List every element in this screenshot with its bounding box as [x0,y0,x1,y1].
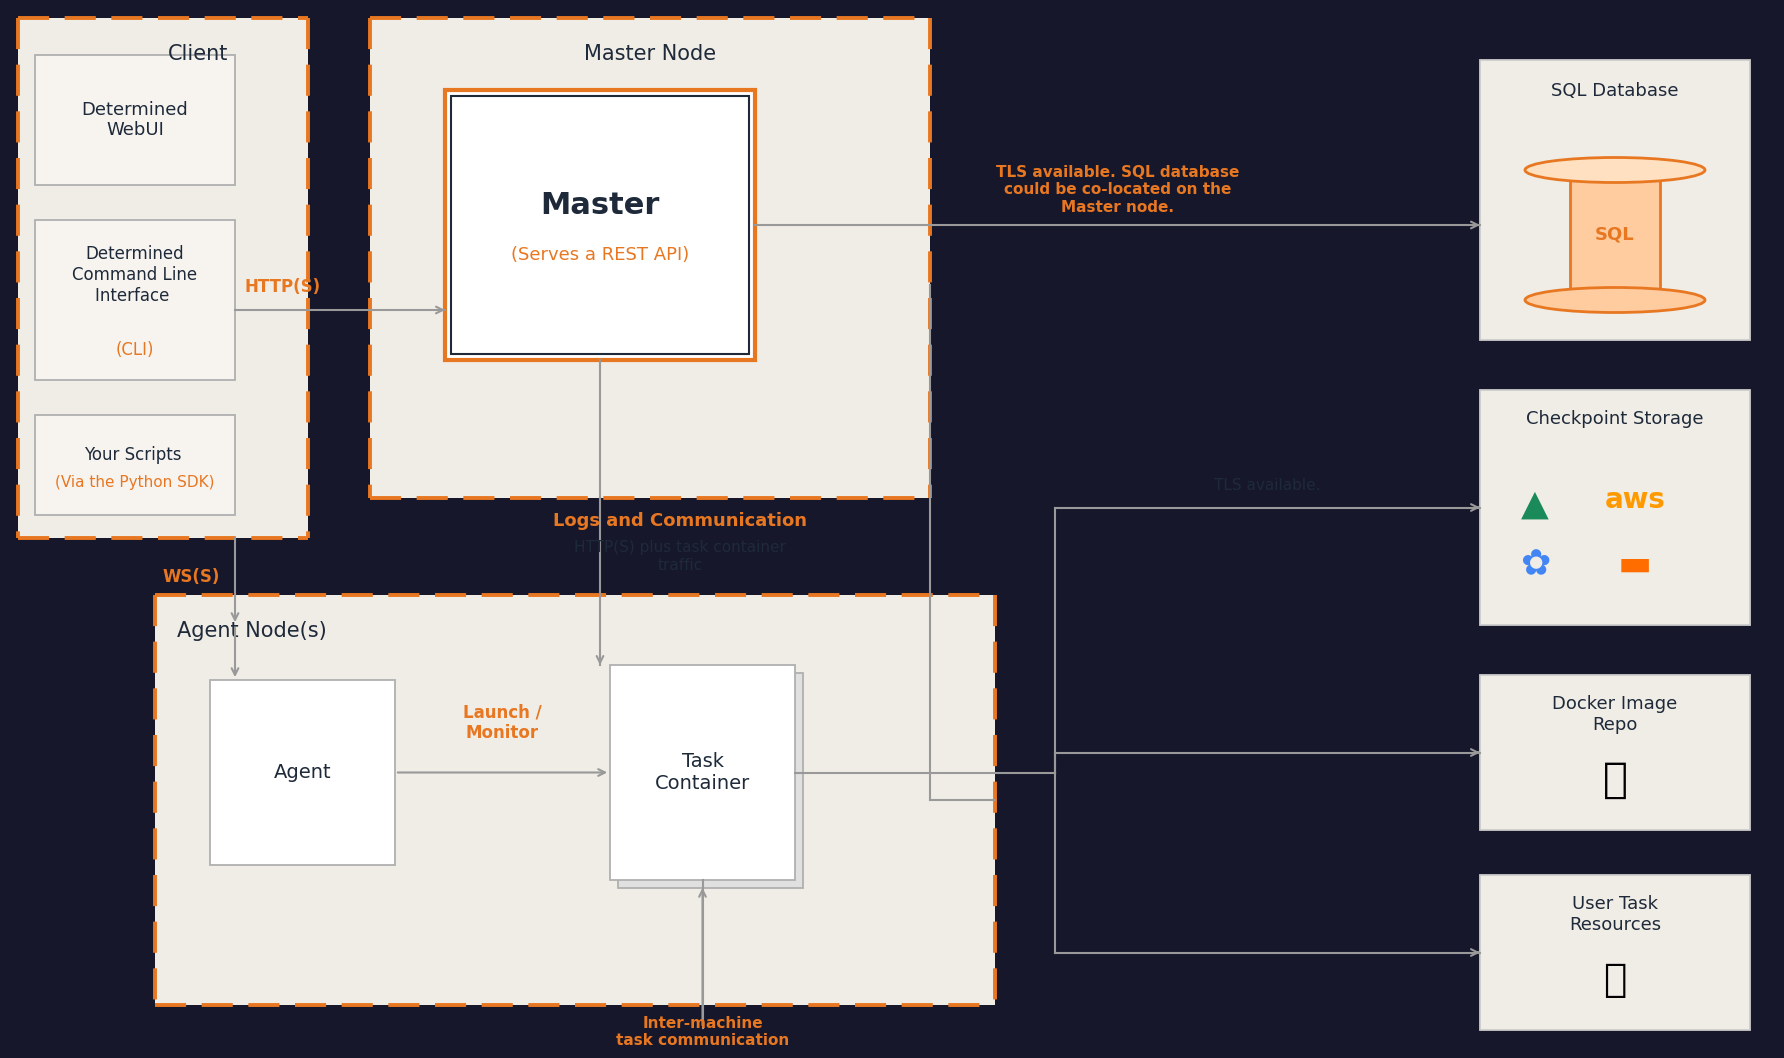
Text: 🐳: 🐳 [1602,759,1627,801]
Bar [211,680,394,865]
Text: HTTP(S): HTTP(S) [244,278,321,296]
Text: Agent Node(s): Agent Node(s) [177,621,326,641]
Text: User Task
Resources: User Task Resources [1568,895,1661,934]
Text: (Serves a REST API): (Serves a REST API) [510,247,689,264]
Text: Master Node: Master Node [583,44,715,63]
Bar [36,55,235,185]
Ellipse shape [1525,288,1706,312]
Bar [36,415,235,515]
Text: Checkpoint Storage: Checkpoint Storage [1527,411,1704,428]
Text: 🐍: 🐍 [1604,961,1627,999]
Text: (Via the Python SDK): (Via the Python SDK) [55,475,214,491]
Bar [36,220,235,380]
Bar [617,673,803,888]
Text: Inter-machine
task communication: Inter-machine task communication [615,1016,789,1048]
Bar [18,18,309,539]
Text: SQL Database: SQL Database [1552,83,1679,101]
Bar [1481,390,1750,625]
Text: Docker Image
Repo: Docker Image Repo [1552,695,1677,734]
Ellipse shape [1525,158,1706,182]
Text: ▬: ▬ [1618,548,1652,582]
Text: SQL: SQL [1595,226,1634,244]
Text: Logs and Communication: Logs and Communication [553,512,806,530]
Text: ✿: ✿ [1520,548,1550,582]
Text: HTTP(S) plus task container
traffic: HTTP(S) plus task container traffic [574,541,787,572]
Bar [610,665,796,880]
Bar [444,90,755,360]
Text: Agent: Agent [273,763,332,782]
Bar [1481,60,1750,340]
Bar [155,595,995,1005]
Text: TLS available.: TLS available. [1215,478,1320,493]
Bar [451,96,749,354]
Text: (CLI): (CLI) [116,341,153,359]
Text: Client: Client [168,44,228,63]
Text: Task
Container: Task Container [655,752,749,794]
Text: Determined
WebUI: Determined WebUI [82,101,189,140]
Bar [1570,170,1659,290]
Text: Determined
Command Line
Interface: Determined Command Line Interface [73,245,198,305]
Text: Master: Master [541,190,660,219]
Text: TLS available. SQL database
could be co-located on the
Master node.: TLS available. SQL database could be co-… [995,165,1240,215]
Bar [1481,675,1750,829]
Text: ▲: ▲ [1522,488,1549,522]
Text: WS(S): WS(S) [162,568,219,586]
Text: Your Scripts: Your Scripts [84,446,186,464]
Text: Launch /
Monitor: Launch / Monitor [464,704,542,743]
Bar [369,18,929,498]
Bar [1481,875,1750,1030]
Text: aws: aws [1604,486,1666,514]
